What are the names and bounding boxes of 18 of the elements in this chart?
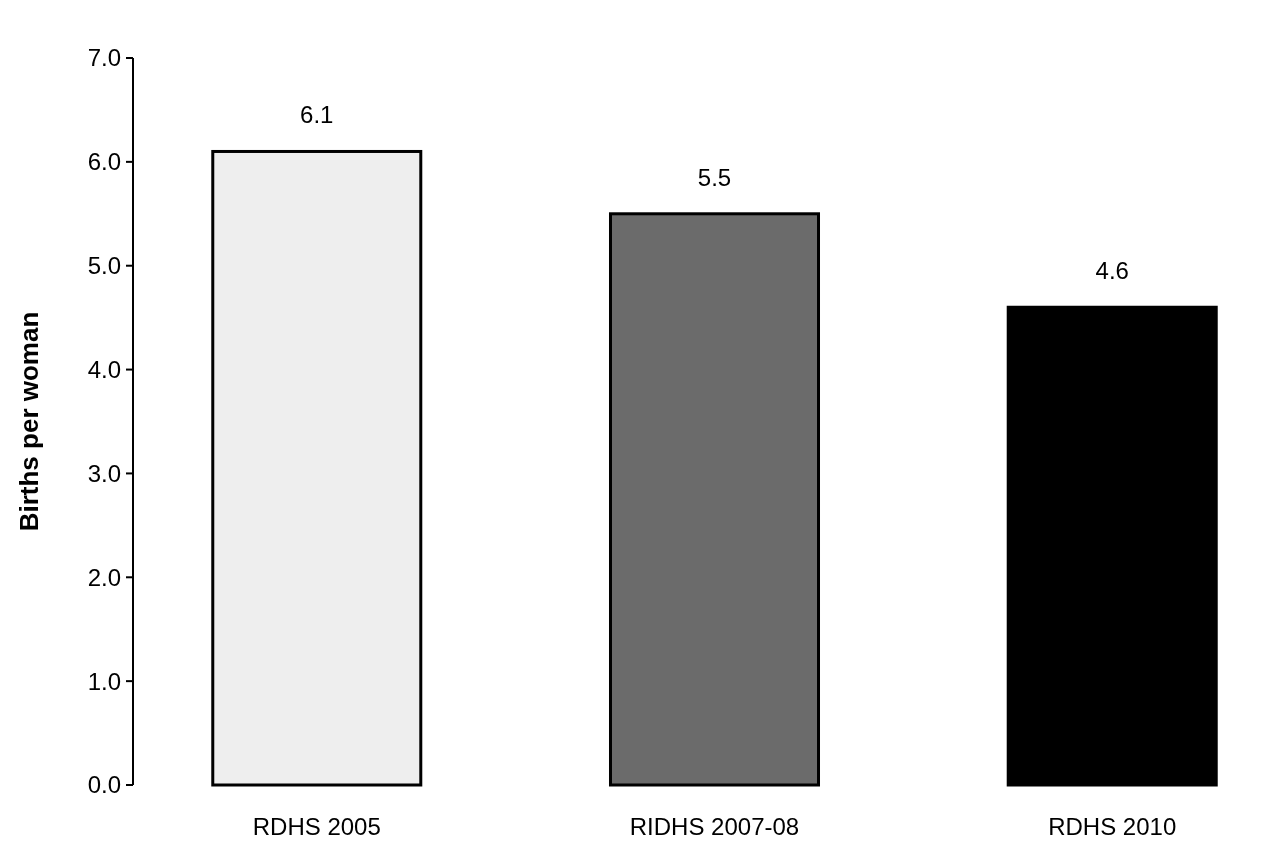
y-tick-label: 7.0 bbox=[87, 44, 121, 72]
y-tick-label: 3.0 bbox=[87, 459, 121, 487]
data-label: 5.5 bbox=[697, 163, 732, 191]
x-tick-label: RDHS 2005 bbox=[252, 813, 381, 840]
y-axis-title: Births per woman bbox=[14, 311, 44, 532]
data-label: 4.6 bbox=[1095, 257, 1129, 285]
y-tick-label: 0.0 bbox=[87, 771, 121, 799]
y-tick-label: 2.0 bbox=[87, 563, 121, 591]
bar bbox=[1006, 305, 1218, 787]
y-tick-label: 6.0 bbox=[87, 148, 121, 176]
x-tick-label: RDHS 2010 bbox=[1048, 813, 1177, 840]
y-tick-label: 1.0 bbox=[87, 667, 121, 695]
bar bbox=[609, 212, 820, 787]
y-tick-label: 4.0 bbox=[87, 355, 121, 383]
x-tick-label: RIDHS 2007-08 bbox=[629, 813, 800, 840]
y-tick-label: 5.0 bbox=[87, 252, 121, 280]
data-label: 6.1 bbox=[300, 101, 334, 129]
bar bbox=[211, 149, 423, 787]
